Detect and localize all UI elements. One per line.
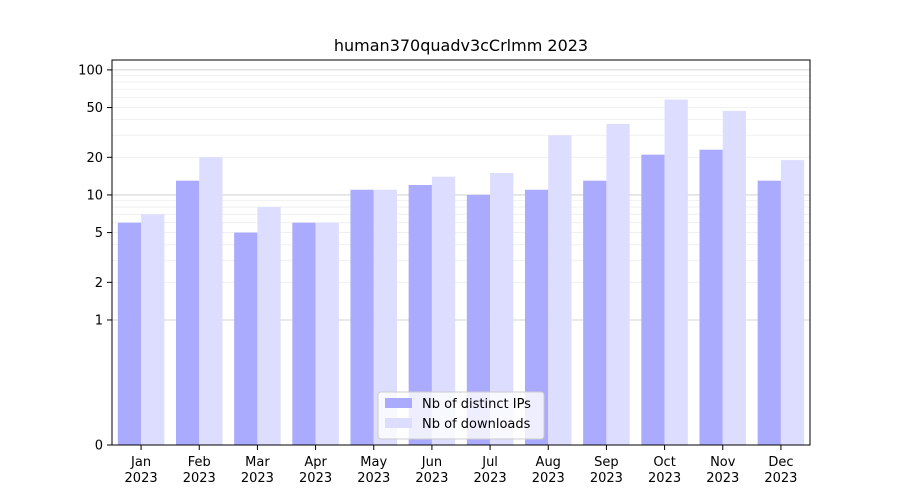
x-tick-label-year: 2023	[357, 471, 390, 486]
x-tick-label-year: 2023	[764, 471, 797, 486]
x-tick-label-month: Jan	[130, 455, 151, 470]
bars	[117, 99, 805, 446]
legend: Nb of distinct IPs Nb of downloads	[377, 391, 545, 440]
bar-distinct-ips	[234, 232, 258, 445]
x-tick-label-month: May	[360, 455, 387, 470]
y-tick-label: 100	[78, 63, 103, 78]
bar-distinct-ips	[699, 149, 723, 446]
x-axis: Jan2023Feb2023Mar2023Apr2023May2023Jun20…	[125, 445, 797, 486]
x-tick-label-month: Aug	[536, 455, 561, 470]
chart-title: human370quadv3cCrlmm 2023	[334, 36, 588, 55]
legend-label: Nb of downloads	[422, 417, 531, 432]
legend-label: Nb of distinct IPs	[422, 397, 531, 412]
y-tick-label: 1	[95, 313, 103, 328]
x-tick-label-month: Feb	[188, 455, 211, 470]
bar-downloads	[431, 176, 456, 445]
x-tick-label-month: Mar	[245, 455, 270, 470]
bar-distinct-ips	[583, 180, 607, 445]
x-tick-label-year: 2023	[241, 471, 274, 486]
x-tick-label-year: 2023	[183, 471, 216, 486]
bar-downloads	[373, 189, 398, 445]
x-tick-label-year: 2023	[590, 471, 623, 486]
bar-distinct-ips	[641, 154, 665, 446]
bar-distinct-ips	[117, 222, 142, 445]
x-tick-label-year: 2023	[125, 471, 158, 486]
x-tick-label-month: Oct	[653, 455, 675, 470]
bar-distinct-ips	[408, 185, 432, 445]
y-tick-label: 10	[86, 188, 103, 203]
bar-downloads	[257, 207, 281, 445]
y-tick-label: 50	[86, 101, 103, 116]
plot-frame	[111, 59, 811, 446]
bar-downloads	[490, 172, 514, 445]
x-tick-label-year: 2023	[532, 471, 565, 486]
x-tick-label-month: Jun	[421, 455, 442, 470]
bar-distinct-ips	[757, 180, 781, 445]
bar-downloads	[199, 157, 223, 445]
x-tick-label-year: 2023	[474, 471, 507, 486]
bar-downloads	[722, 110, 747, 445]
bar-distinct-ips	[175, 180, 200, 445]
legend-swatch	[385, 418, 412, 428]
bar-downloads	[315, 222, 339, 445]
y-tick-label: 5	[95, 226, 103, 241]
bar-distinct-ips	[524, 189, 549, 445]
x-tick-label-month: Apr	[304, 455, 327, 470]
x-tick-label-year: 2023	[648, 471, 681, 486]
bar-downloads	[141, 214, 165, 445]
bar-downloads	[780, 160, 805, 445]
legend-box	[377, 391, 545, 440]
y-tick-label: 2	[95, 276, 103, 291]
x-tick-label-month: Dec	[768, 455, 793, 470]
x-tick-label-month: Sep	[594, 455, 619, 470]
x-tick-label-month: Jul	[481, 455, 498, 470]
x-tick-label-year: 2023	[299, 471, 332, 486]
bar-distinct-ips	[350, 189, 374, 445]
bar-downloads	[606, 123, 630, 445]
x-tick-label-month: Nov	[710, 455, 736, 470]
bar-downloads	[664, 99, 688, 446]
x-tick-label-year: 2023	[706, 471, 739, 486]
x-tick-label-year: 2023	[415, 471, 448, 486]
legend-swatch	[385, 398, 412, 408]
y-tick-label: 20	[86, 151, 103, 166]
bar-downloads	[548, 135, 572, 445]
grid	[112, 69, 810, 321]
bar-distinct-ips	[292, 222, 316, 445]
y-tick-label: 0	[95, 439, 103, 454]
bar-distinct-ips	[466, 194, 491, 445]
y-axis: 0 1 2 5 10 20 50 100	[78, 63, 112, 454]
